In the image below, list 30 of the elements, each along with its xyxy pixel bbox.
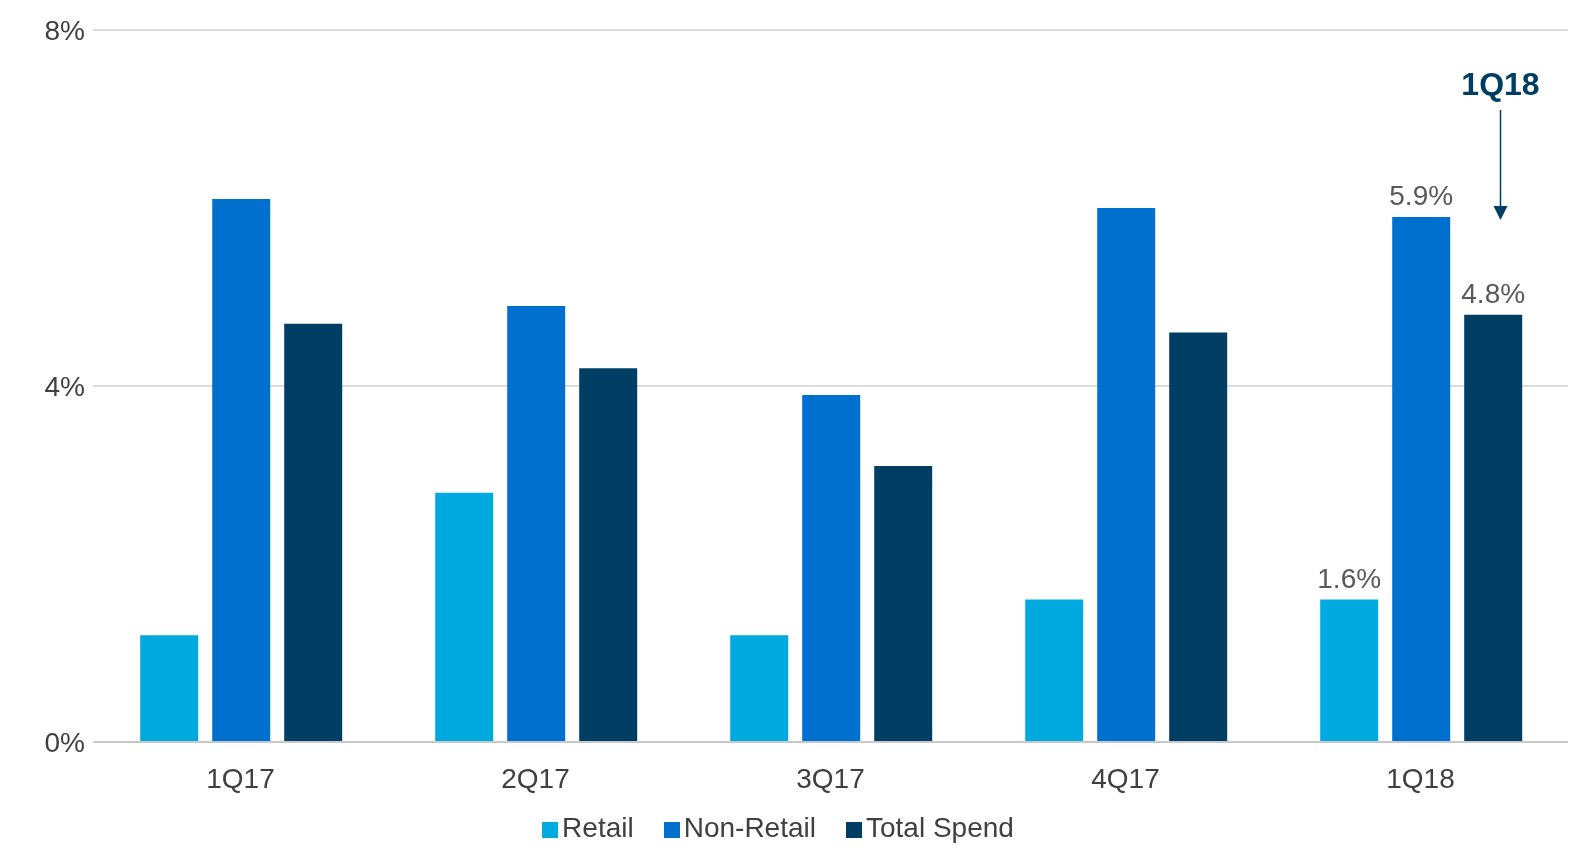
- x-tick-label: 1Q18: [1386, 762, 1455, 794]
- bar: [1320, 599, 1379, 742]
- annotation: 1Q18: [1461, 66, 1540, 102]
- legend-label: Non-Retail: [683, 812, 816, 843]
- bar: [140, 635, 199, 742]
- x-tick-label: 4Q17: [1091, 762, 1160, 794]
- bar: [874, 466, 933, 742]
- bar: [730, 635, 789, 742]
- y-tick-label: 8%: [44, 14, 85, 46]
- bar: [802, 394, 861, 742]
- bar: [212, 199, 271, 742]
- bar: [1169, 332, 1228, 742]
- bar: [507, 305, 566, 742]
- bar: [579, 368, 638, 742]
- data-label: 5.9%: [1389, 179, 1454, 211]
- x-tick-label: 1Q17: [206, 762, 275, 794]
- bar: [284, 323, 343, 742]
- legend-label: Total Spend: [865, 812, 1014, 843]
- y-tick-label: 4%: [44, 370, 85, 402]
- y-tick-label: 0%: [44, 726, 85, 758]
- bar: [435, 492, 494, 742]
- legend-label: Retail: [562, 812, 634, 843]
- x-tick-label: 3Q17: [796, 762, 865, 794]
- bar: [1392, 216, 1451, 742]
- data-label: 4.8%: [1461, 277, 1526, 309]
- bar: [1025, 599, 1084, 742]
- x-tick-label: 2Q17: [501, 762, 570, 794]
- bar: [1097, 208, 1156, 742]
- bar: [1464, 314, 1523, 742]
- data-label: 1.6%: [1317, 562, 1382, 594]
